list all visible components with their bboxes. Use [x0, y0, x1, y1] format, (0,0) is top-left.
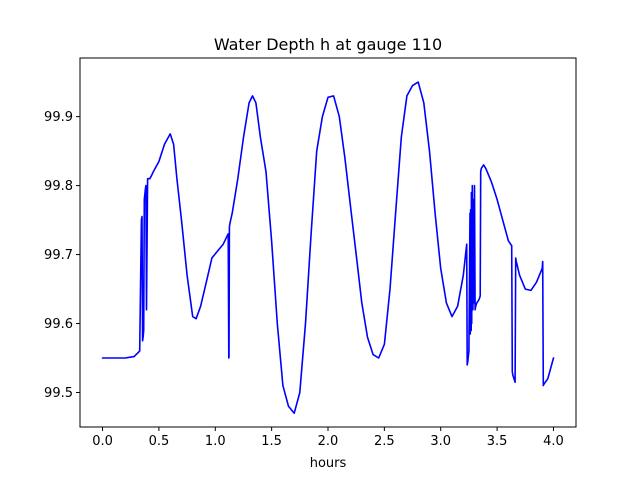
x-tick-label: 0.5 [149, 434, 170, 449]
y-tick-label: 99.6 [44, 317, 73, 332]
y-tick-label: 99.9 [44, 110, 73, 125]
x-tick-label: 4.0 [543, 434, 564, 449]
y-tick-label: 99.8 [44, 179, 73, 194]
x-tick-label: 2.5 [374, 434, 395, 449]
x-tick-label: 0.0 [92, 434, 113, 449]
y-tick-label: 99.5 [44, 386, 73, 401]
x-tick-label: 1.0 [205, 434, 226, 449]
x-tick-label: 2.0 [318, 434, 339, 449]
chart-title: Water Depth h at gauge 110 [214, 35, 442, 54]
y-tick-label: 99.7 [44, 248, 73, 263]
x-axis-label: hours [310, 456, 347, 471]
x-tick-label: 3.0 [430, 434, 451, 449]
plot-layer: 0.0 0.5 1.0 1.5 2.0 2.5 3.0 3.5 4.0 99.5 99.6 99.7 9… [44, 81, 564, 449]
plot-frame [79, 57, 577, 428]
x-tick-label: 3.5 [487, 434, 508, 449]
x-tick-label: 1.5 [261, 434, 282, 449]
series-line [101, 81, 555, 415]
